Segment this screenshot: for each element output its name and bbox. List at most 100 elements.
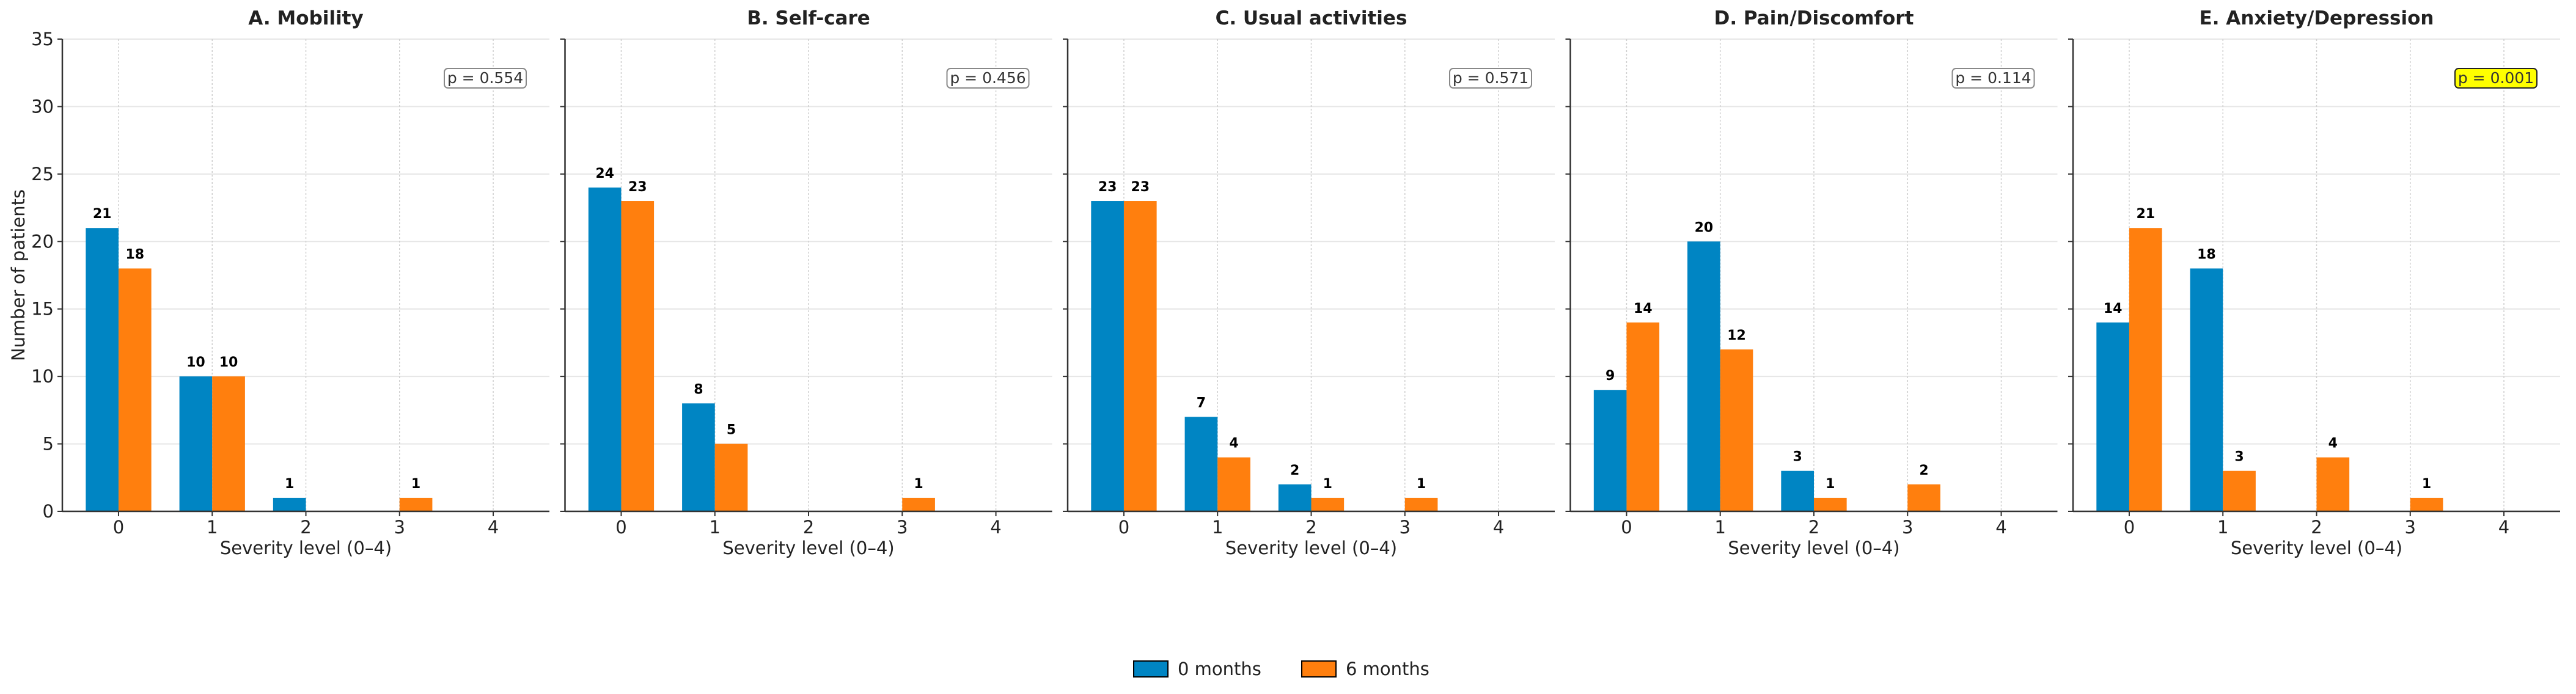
data-label: 1: [1323, 477, 1332, 492]
bar-6-months-level-2: [1311, 497, 1345, 511]
data-label: 1: [1826, 477, 1835, 492]
x-tick-label: 1: [2217, 517, 2228, 538]
x-tick-label: 4: [1493, 517, 1504, 538]
bar-0-months-level-0: [2096, 322, 2129, 511]
x-tick-label: 1: [207, 517, 218, 538]
bar-6-months-level-3: [399, 497, 433, 511]
x-tick-label: 3: [897, 517, 908, 538]
y-tick-label: 20: [31, 231, 54, 252]
p-value-box: [444, 68, 527, 89]
x-tick-label: 1: [710, 517, 721, 538]
x-tick-label: 2: [300, 517, 311, 538]
x-tick-label: 3: [1400, 517, 1411, 538]
x-tick-label: 2: [2311, 517, 2322, 538]
data-label: 20: [1695, 220, 1714, 235]
x-tick-label: 4: [2498, 517, 2509, 538]
panel-title: A. Mobility: [248, 7, 363, 29]
x-axis-label: Severity level (0–4): [2231, 538, 2402, 558]
bar-0-months-level-2: [1781, 470, 1814, 511]
data-label: 2: [1919, 463, 1928, 478]
p-value-text: p = 0.554: [447, 69, 523, 87]
bar-0-months-level-2: [1278, 484, 1312, 511]
x-tick-label: 3: [2405, 517, 2416, 538]
data-label: 10: [186, 355, 205, 370]
bar-6-months-level-1: [1720, 349, 1753, 511]
x-tick-label: 0: [113, 517, 124, 538]
p-value-box: [2454, 68, 2537, 89]
x-tick-label: 0: [1118, 517, 1129, 538]
legend-label: 6 months: [1346, 659, 1429, 679]
x-tick-label: 0: [1621, 517, 1632, 538]
bar-0-months-level-1: [2190, 268, 2223, 511]
p-value-text: p = 0.571: [1453, 69, 1528, 87]
data-label: 23: [628, 180, 647, 195]
data-label: 23: [1131, 180, 1150, 195]
data-label: 1: [411, 477, 420, 492]
data-label: 24: [595, 166, 614, 181]
y-tick-label: 5: [43, 434, 54, 455]
panel-title: E. Anxiety/Depression: [2200, 7, 2434, 29]
p-value-box: [1449, 68, 1532, 89]
panel-title: B. Self-care: [747, 7, 870, 29]
data-label: 14: [2104, 301, 2123, 316]
panel-title: C. Usual activities: [1216, 7, 1407, 29]
bar-0-months-level-0: [1593, 390, 1627, 511]
data-label: 7: [1197, 395, 1206, 411]
data-label: 21: [2136, 206, 2155, 222]
data-label: 21: [93, 206, 112, 222]
y-tick-label: 35: [31, 29, 54, 49]
data-label: 18: [125, 247, 144, 262]
x-tick-label: 4: [1995, 517, 2006, 538]
bar-6-months-level-3: [1907, 484, 1940, 511]
bar-0-months-level-2: [273, 497, 306, 511]
x-tick-label: 0: [615, 517, 626, 538]
x-axis-label: Severity level (0–4): [1728, 538, 1899, 558]
x-tick-label: 0: [2124, 517, 2135, 538]
data-label: 1: [914, 477, 923, 492]
x-tick-label: 4: [488, 517, 499, 538]
p-value-text: p = 0.001: [2458, 69, 2534, 87]
data-label: 18: [2197, 247, 2216, 262]
bar-6-months-level-0: [621, 201, 655, 511]
x-tick-label: 1: [1212, 517, 1223, 538]
bar-6-months-level-0: [1626, 322, 1660, 511]
x-tick-label: 2: [803, 517, 814, 538]
data-label: 12: [1727, 328, 1746, 343]
data-label: 10: [219, 355, 238, 370]
bar-6-months-level-0: [1123, 201, 1157, 511]
panel-title: D. Pain/Discomfort: [1714, 7, 1914, 29]
bar-0-months-level-1: [1687, 241, 1720, 511]
data-label: 4: [2328, 436, 2338, 451]
bar-0-months-level-1: [179, 376, 213, 511]
data-label: 23: [1098, 180, 1117, 195]
bar-0-months-level-0: [86, 228, 119, 511]
p-value-text: p = 0.114: [1955, 69, 2031, 87]
p-value-box: [946, 68, 1030, 89]
legend-label: 0 months: [1178, 659, 1261, 679]
legend: 0 months 6 months: [1133, 659, 1429, 679]
bar-0-months-level-1: [1184, 417, 1218, 511]
x-tick-label: 2: [1808, 517, 1819, 538]
y-tick-label: 10: [31, 366, 54, 387]
data-label: 9: [1605, 368, 1615, 384]
x-tick-label: 4: [990, 517, 1001, 538]
p-value-text: p = 0.456: [950, 69, 1026, 87]
data-label: 1: [285, 477, 294, 492]
bar-6-months-level-3: [2410, 497, 2443, 511]
bar-6-months-level-0: [2129, 228, 2162, 511]
p-value-box: [1951, 68, 2035, 89]
bar-6-months-level-2: [2316, 457, 2350, 511]
bar-6-months-level-1: [1217, 457, 1250, 511]
data-label: 2: [1290, 463, 1299, 478]
x-axis-label: Severity level (0–4): [722, 538, 894, 558]
data-label: 8: [694, 382, 703, 397]
bar-6-months-level-1: [2223, 470, 2256, 511]
x-tick-label: 3: [1902, 517, 1913, 538]
data-label: 1: [2422, 477, 2431, 492]
legend-swatch-0-months: [1133, 660, 1169, 678]
x-axis-label: Severity level (0–4): [1225, 538, 1397, 558]
bar-6-months-level-3: [902, 497, 935, 511]
